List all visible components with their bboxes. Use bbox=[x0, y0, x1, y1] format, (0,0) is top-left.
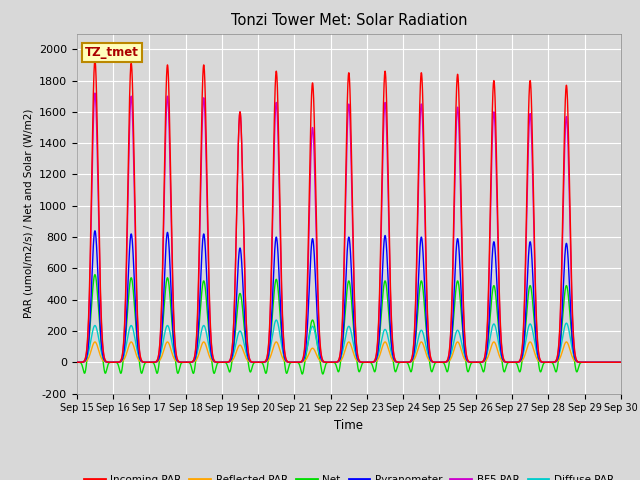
Title: Tonzi Tower Met: Solar Radiation: Tonzi Tower Met: Solar Radiation bbox=[230, 13, 467, 28]
Y-axis label: PAR (umol/m2/s) / Net and Solar (W/m2): PAR (umol/m2/s) / Net and Solar (W/m2) bbox=[24, 109, 33, 318]
X-axis label: Time: Time bbox=[334, 419, 364, 432]
Legend: Incoming PAR, Reflected PAR, Net, Pyranometer, BF5 PAR, Diffuse PAR: Incoming PAR, Reflected PAR, Net, Pyrano… bbox=[79, 471, 618, 480]
Text: TZ_tmet: TZ_tmet bbox=[85, 46, 139, 59]
